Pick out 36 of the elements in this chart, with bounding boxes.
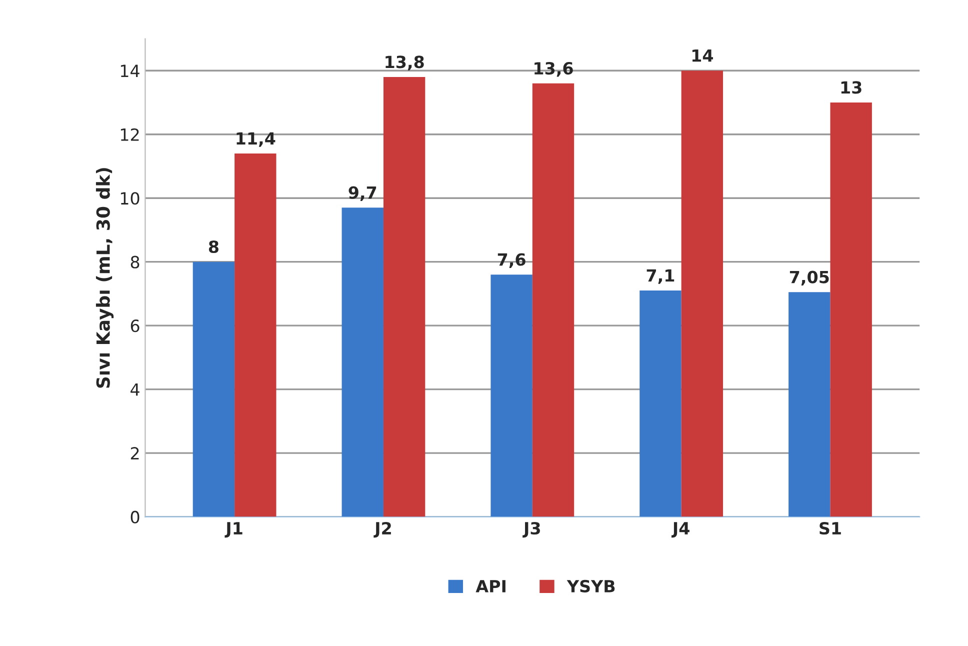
data-label: 7,1 — [646, 269, 674, 284]
data-label: 9,7 — [348, 186, 376, 202]
x-tick-label: S1 — [820, 522, 841, 535]
data-label: 7,05 — [790, 270, 829, 286]
x-tick-label: J1 — [224, 522, 242, 538]
data-label: 7,6 — [498, 253, 526, 268]
y-tick-label: 0 — [130, 510, 140, 524]
x-tick-label: J3 — [522, 522, 540, 538]
data-label: 13 — [841, 81, 862, 94]
x-tick-label: J4 — [671, 522, 690, 538]
y-tick-label: 2 — [130, 447, 139, 460]
bar — [490, 274, 532, 517]
legend-label: API — [476, 580, 506, 592]
bar — [681, 70, 724, 517]
bar — [640, 290, 682, 517]
bar — [788, 292, 830, 517]
legend-label: YSYB — [566, 580, 615, 593]
data-label: 11,4 — [236, 132, 276, 147]
bar — [532, 83, 574, 517]
x-tick-label: J2 — [374, 522, 391, 538]
bar — [234, 153, 276, 517]
y-tick-label: 10 — [120, 192, 140, 205]
bar — [192, 262, 235, 517]
data-label: 13,8 — [386, 56, 424, 70]
y-tick-label: 6 — [130, 320, 140, 332]
data-label: 13,6 — [534, 62, 573, 77]
y-tick-label: 14 — [120, 64, 140, 77]
bar — [383, 77, 426, 517]
y-axis-title: Sıvı Kaybı (mL, 30 dk) — [96, 168, 114, 388]
bar — [342, 208, 384, 517]
y-tick-label: 8 — [130, 256, 140, 268]
y-tick-label: 12 — [120, 128, 139, 141]
data-label: 14 — [692, 49, 714, 62]
y-tick-label: 4 — [130, 384, 140, 396]
bar — [830, 102, 872, 517]
data-label: 8 — [208, 240, 218, 254]
